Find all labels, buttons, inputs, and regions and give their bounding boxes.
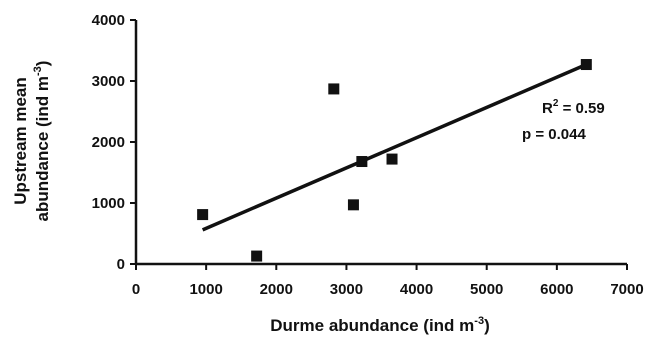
data-point (328, 83, 340, 95)
r-squared-superscript: 2 (553, 98, 559, 109)
data-points (197, 59, 592, 262)
data-point (197, 209, 209, 221)
x-axis-title: Durme abundance (ind m-3) (270, 315, 489, 335)
x-tick-label: 2000 (260, 281, 293, 298)
x-tick-labels: 0 1000 2000 3000 4000 5000 6000 7000 (132, 281, 644, 298)
p-value-annotation: p = 0.044 (522, 126, 586, 143)
y-tick-label: 1000 (92, 195, 125, 212)
y-tick-labels: 0 1000 2000 3000 4000 (92, 12, 125, 273)
x-tick-label: 7000 (610, 281, 643, 298)
y-tick-label: 0 (117, 256, 125, 273)
x-tick-label: 3000 (330, 281, 363, 298)
y-axis-title-line2: abundance (ind m-3) (32, 61, 52, 222)
trendline-group (201, 62, 588, 232)
data-point (347, 199, 359, 211)
y-axis-title-superscript: -3 (32, 66, 44, 76)
x-axis-title-superscript: -3 (474, 315, 484, 327)
x-tick-label: 4000 (400, 281, 433, 298)
y-tick-label: 3000 (92, 73, 125, 90)
y-tick-label: 4000 (92, 12, 125, 29)
x-tick-label: 6000 (540, 281, 573, 298)
data-point (386, 153, 398, 165)
x-tick-label: 1000 (189, 281, 222, 298)
data-point (580, 59, 592, 71)
tick-marks (130, 19, 628, 270)
regression-line (201, 62, 588, 232)
data-point (356, 156, 368, 168)
y-tick-label: 2000 (92, 134, 125, 151)
x-tick-label: 5000 (470, 281, 503, 298)
x-tick-label: 0 (132, 281, 140, 298)
r-squared-annotation: R2 = 0.59 (542, 98, 605, 117)
y-axis-title-line1: Upstream mean (11, 77, 30, 205)
data-point (251, 250, 263, 262)
